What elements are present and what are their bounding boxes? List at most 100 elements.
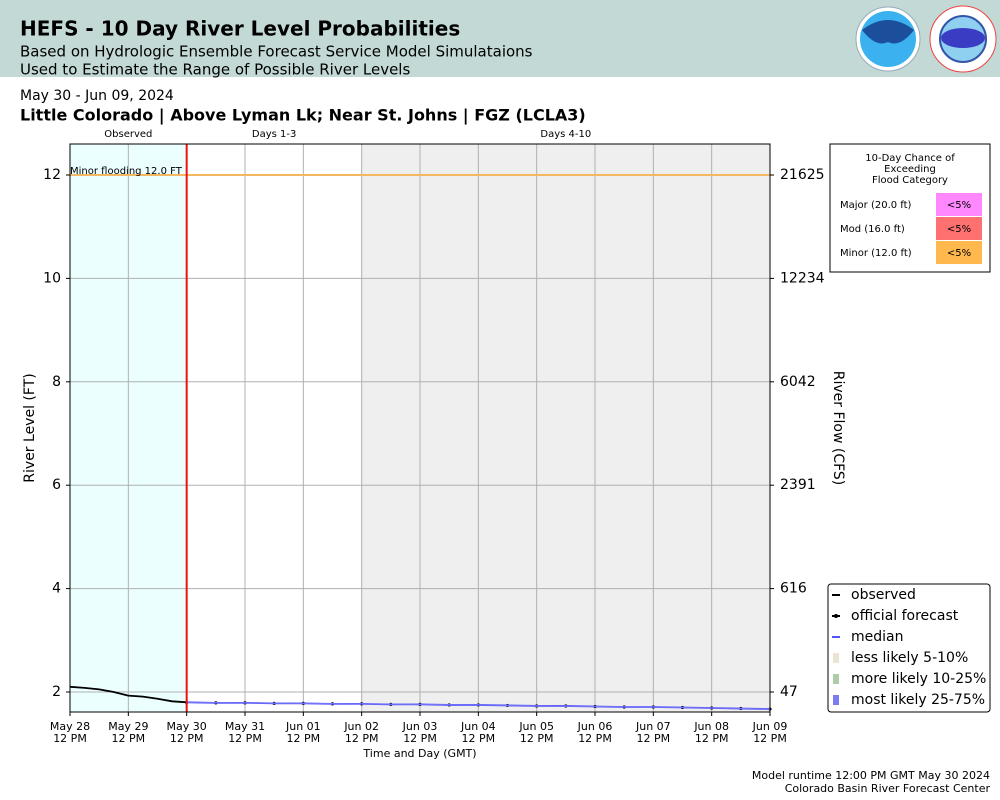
legend-label: less likely 5-10% (851, 650, 968, 666)
flood-chance: <5% (947, 200, 971, 211)
noaa-logo (855, 6, 921, 72)
x-tick-label-line: 12 PM (228, 732, 262, 745)
x-tick-label-line: May 30 (167, 720, 207, 733)
flood-table-title: Exceeding (884, 164, 936, 175)
y-axis-label: River Level (FT) (22, 373, 38, 482)
x-tick-label: Jun 06 12 PM (577, 720, 613, 745)
header-subtitle: Based on Hydrologic Ensemble Forecast Se… (20, 43, 533, 61)
x-tick-label: May 29 12 PM (108, 720, 148, 745)
x-tick-label-line: 12 PM (345, 732, 379, 745)
flood-chance-cell (936, 217, 982, 240)
legend-label: most likely 25-75% (851, 692, 985, 708)
y-tick-label: 8 (52, 374, 61, 390)
header-band (0, 0, 1000, 77)
flood-chance-cell (936, 193, 982, 216)
x-tick-label: Jun 08 12 PM (693, 720, 729, 745)
x-tick-label-line: Jun 07 (635, 720, 671, 733)
flood-category: Mod (16.0 ft) (840, 224, 905, 235)
nws-logo (929, 5, 997, 73)
x-tick-label-line: 12 PM (462, 732, 496, 745)
x-tick-label-line: 12 PM (53, 732, 87, 745)
x-tick-label-line: 12 PM (578, 732, 612, 745)
legend-swatch (833, 653, 839, 663)
x-tick-label-line: 12 PM (112, 732, 146, 745)
x-tick-label-line: Jun 02 (343, 720, 379, 733)
logo-bird (862, 20, 914, 44)
flood-table-title: 10-Day Chance of (865, 153, 955, 164)
x-tick-label: Jun 09 12 PM (752, 720, 788, 745)
y2-tick-label: 616 (780, 581, 807, 597)
date-range: May 30 - Jun 09, 2024 (20, 88, 174, 104)
y2-tick-label: 6042 (780, 374, 816, 390)
probability-band (186, 701, 771, 710)
flood-chance: <5% (947, 224, 971, 235)
y2-tick-label: 21625 (780, 167, 825, 183)
legend-swatch (833, 674, 839, 684)
legend-dot (834, 614, 838, 618)
y-tick-label: 6 (52, 477, 61, 493)
footer-line: Model runtime 12:00 PM GMT May 30 2024 (752, 769, 990, 782)
x-axis-label: Time and Day (GMT) (362, 747, 476, 760)
legend-swatch (833, 695, 839, 705)
series-line (69, 685, 187, 704)
x-tick-label: May 31 12 PM (225, 720, 265, 745)
x-tick-label: Jun 03 12 PM (402, 720, 438, 745)
y-tick-label: 2 (52, 684, 61, 700)
legend-label: median (851, 629, 903, 645)
flood-chance: <5% (947, 248, 971, 259)
period-shade (186, 144, 362, 712)
legend-label: official forecast (851, 608, 959, 624)
x-tick-label-line: Jun 09 (752, 720, 788, 733)
legend (827, 583, 991, 713)
x-tick-label-line: 12 PM (753, 732, 787, 745)
y-tick-label: 12 (43, 167, 61, 183)
x-tick-label-line: 12 PM (637, 732, 671, 745)
x-tick-label-line: 12 PM (170, 732, 204, 745)
chart-title: Little Colorado | Above Lyman Lk; Near S… (20, 106, 586, 126)
flood-table-title: Flood Category (872, 175, 948, 186)
flood-category: Minor (12.0 ft) (840, 248, 912, 259)
header-title: HEFS - 10 Day River Level Probabilities (20, 17, 460, 41)
x-tick-label: Jun 05 12 PM (518, 720, 554, 745)
x-tick-label: Jun 02 12 PM (343, 720, 379, 745)
y2-tick-label: 12234 (780, 270, 825, 286)
x-tick-label-line: Jun 08 (693, 720, 729, 733)
y-tick-label: 4 (52, 581, 61, 597)
x-tick-label-line: Jun 01 (285, 720, 321, 733)
footer-line: Colorado Basin River Forecast Center (785, 782, 991, 795)
header-subtitle: Used to Estimate the Range of Possible R… (20, 61, 410, 79)
plot-frame (69, 143, 771, 713)
logo-cloud (941, 28, 985, 48)
x-tick-label: Jun 07 12 PM (635, 720, 671, 745)
x-tick-label-line: Jun 03 (402, 720, 438, 733)
period-label: Observed (104, 129, 152, 140)
x-tick-label-line: May 31 (225, 720, 265, 733)
x-tick-label: Jun 01 12 PM (285, 720, 321, 745)
x-tick-label-line: 12 PM (287, 732, 321, 745)
x-tick-label-line: Jun 05 (518, 720, 554, 733)
period-shade (361, 144, 770, 712)
x-tick-label-line: Jun 06 (577, 720, 613, 733)
legend-label: observed (851, 587, 916, 603)
x-tick-label-line: May 28 (50, 720, 90, 733)
period-label: Days 4-10 (540, 129, 591, 140)
y2-tick-label: 47 (780, 684, 798, 700)
y2-axis-label: River Flow (CFS) (830, 371, 846, 486)
period-label: Days 1-3 (252, 129, 296, 140)
x-tick-label: May 28 12 PM (50, 720, 90, 745)
x-tick-label: May 30 12 PM (167, 720, 207, 745)
y-tick-label: 10 (43, 270, 61, 286)
threshold-label: Minor flooding 12.0 FT (70, 166, 183, 177)
x-tick-label-line: 12 PM (695, 732, 729, 745)
y2-tick-label: 2391 (780, 477, 816, 493)
x-tick-label-line: May 29 (108, 720, 148, 733)
flood-chance-cell (936, 241, 982, 264)
x-tick-label-line: 12 PM (403, 732, 437, 745)
legend-label: more likely 10-25% (851, 671, 986, 687)
x-tick-label-line: Jun 04 (460, 720, 496, 733)
x-tick-label-line: 12 PM (520, 732, 554, 745)
x-tick-label: Jun 04 12 PM (460, 720, 496, 745)
